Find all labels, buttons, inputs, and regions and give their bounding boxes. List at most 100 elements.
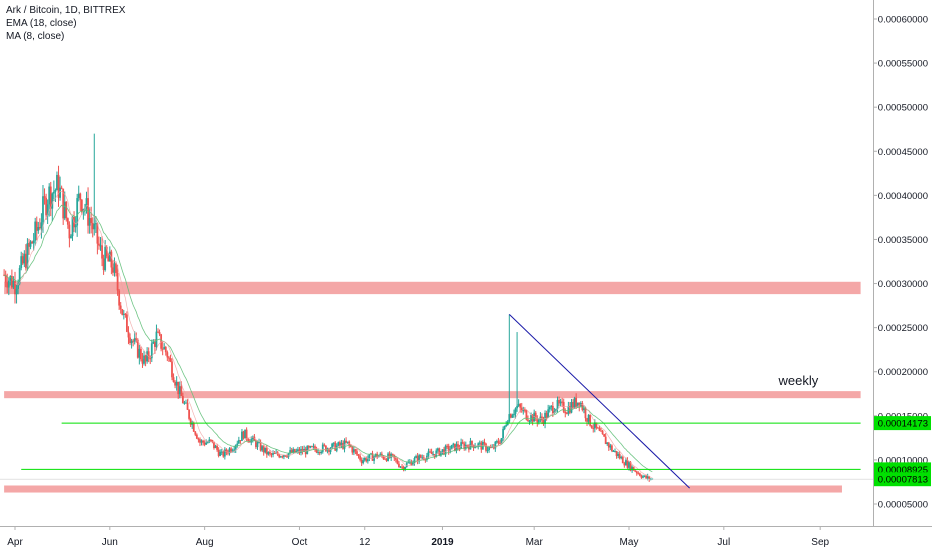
candle-body [626, 460, 629, 468]
candle-body [247, 438, 250, 442]
y-tick-label: 0.00060000 [878, 15, 928, 26]
candle-body [576, 402, 579, 407]
candle-body [31, 241, 33, 244]
candle-body [236, 443, 239, 446]
candle-body [581, 403, 584, 410]
candle-body [592, 427, 595, 429]
candle-body [360, 459, 363, 464]
candle-body [401, 466, 403, 468]
candle-body [363, 458, 366, 461]
candle-body [621, 457, 624, 464]
candle-body [101, 245, 103, 259]
candle-body [391, 453, 394, 455]
y-tick-label: 0.00035000 [878, 235, 928, 246]
candle-body [334, 442, 337, 451]
candle-body [555, 409, 557, 412]
candle-body [595, 422, 598, 428]
candle-body [166, 352, 169, 358]
candle-body [646, 476, 649, 479]
candle-body [617, 453, 620, 456]
candle-body [160, 334, 163, 349]
candle-body [127, 331, 130, 338]
candle-body [590, 425, 593, 428]
price-label-2: 0.00008925 [878, 465, 928, 476]
candle-body [153, 341, 156, 347]
candle-body [133, 338, 136, 342]
candle-body [324, 445, 327, 452]
candle-body [589, 414, 592, 426]
candle-body [178, 386, 181, 395]
candle-body [51, 193, 54, 209]
candle-body [116, 273, 119, 291]
candle-body [629, 462, 632, 471]
candle-body [48, 186, 51, 205]
candle-body [138, 348, 141, 358]
candle-body [200, 440, 203, 443]
candle-body [197, 438, 200, 440]
candle-body [371, 453, 374, 461]
candle-body [516, 405, 518, 409]
candle-body [290, 450, 293, 453]
candle-body [542, 420, 545, 425]
candle-body [295, 450, 298, 453]
candle-body [640, 475, 643, 478]
candle-body [122, 313, 125, 315]
candle-body [340, 442, 343, 446]
candle-body [183, 402, 186, 404]
candle-body [415, 455, 417, 459]
candle-body [219, 451, 222, 456]
candle-body [150, 343, 153, 359]
candle-body [104, 246, 107, 271]
candle-body [172, 377, 175, 383]
candle-body [572, 402, 574, 408]
candle-body [46, 204, 49, 216]
candle-body [6, 282, 9, 288]
candle-body [80, 199, 83, 213]
candle-body [163, 347, 166, 350]
resistance-zone-1 [4, 281, 861, 295]
candle-body [494, 441, 497, 449]
x-tick-label: 2019 [431, 537, 454, 548]
candle-body [15, 288, 18, 295]
candle-body [356, 451, 358, 455]
candle-body [357, 454, 360, 456]
ma-indicator-label: MA (8, close) [6, 31, 65, 42]
candle-body [93, 223, 96, 230]
price-label-1: 0.00014173 [878, 419, 928, 430]
candle-body [499, 442, 501, 444]
candle-body [609, 445, 612, 448]
candle-body [638, 473, 641, 476]
candle-body [495, 441, 498, 443]
candle-body [38, 227, 41, 229]
candle-body [293, 449, 296, 453]
candle-body [407, 462, 410, 464]
candle-body [149, 358, 152, 360]
candle-body [126, 314, 128, 332]
candle-body [272, 453, 274, 455]
candle-body [460, 442, 463, 449]
candle-body [231, 450, 234, 452]
candle-body [447, 445, 450, 452]
x-tick-label: May [620, 537, 639, 548]
candle-body [147, 351, 150, 359]
candle-body [634, 470, 637, 472]
candle-body [528, 420, 531, 422]
candle-body [394, 458, 397, 460]
candle-body [500, 438, 503, 444]
candle-body [34, 221, 37, 241]
candle-body [565, 413, 568, 415]
candle-body [307, 446, 310, 448]
candle-body [115, 263, 117, 274]
candle-body [56, 174, 58, 191]
candle-body [21, 256, 24, 264]
candle-body [262, 446, 265, 453]
candle-body [225, 449, 228, 453]
candle-body [598, 428, 601, 431]
candle-body [214, 445, 217, 449]
candle-body [368, 454, 371, 459]
candle-body [29, 241, 32, 247]
candle-body [648, 476, 651, 480]
candle-body [649, 479, 652, 481]
candle-body [418, 455, 421, 462]
